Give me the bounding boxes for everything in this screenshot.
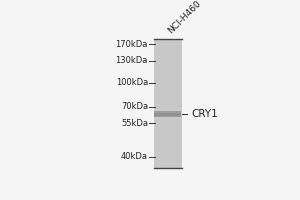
Text: 130kDa: 130kDa xyxy=(116,56,148,65)
Text: 40kDa: 40kDa xyxy=(121,152,148,161)
Text: 70kDa: 70kDa xyxy=(121,102,148,111)
Text: NCI-H460: NCI-H460 xyxy=(167,0,203,36)
Text: 55kDa: 55kDa xyxy=(121,119,148,128)
Text: CRY1: CRY1 xyxy=(191,109,218,119)
Text: 170kDa: 170kDa xyxy=(116,40,148,49)
Bar xyxy=(154,111,181,113)
Bar xyxy=(154,116,181,117)
Text: 100kDa: 100kDa xyxy=(116,78,148,87)
Bar xyxy=(154,111,181,117)
Bar xyxy=(154,39,182,169)
